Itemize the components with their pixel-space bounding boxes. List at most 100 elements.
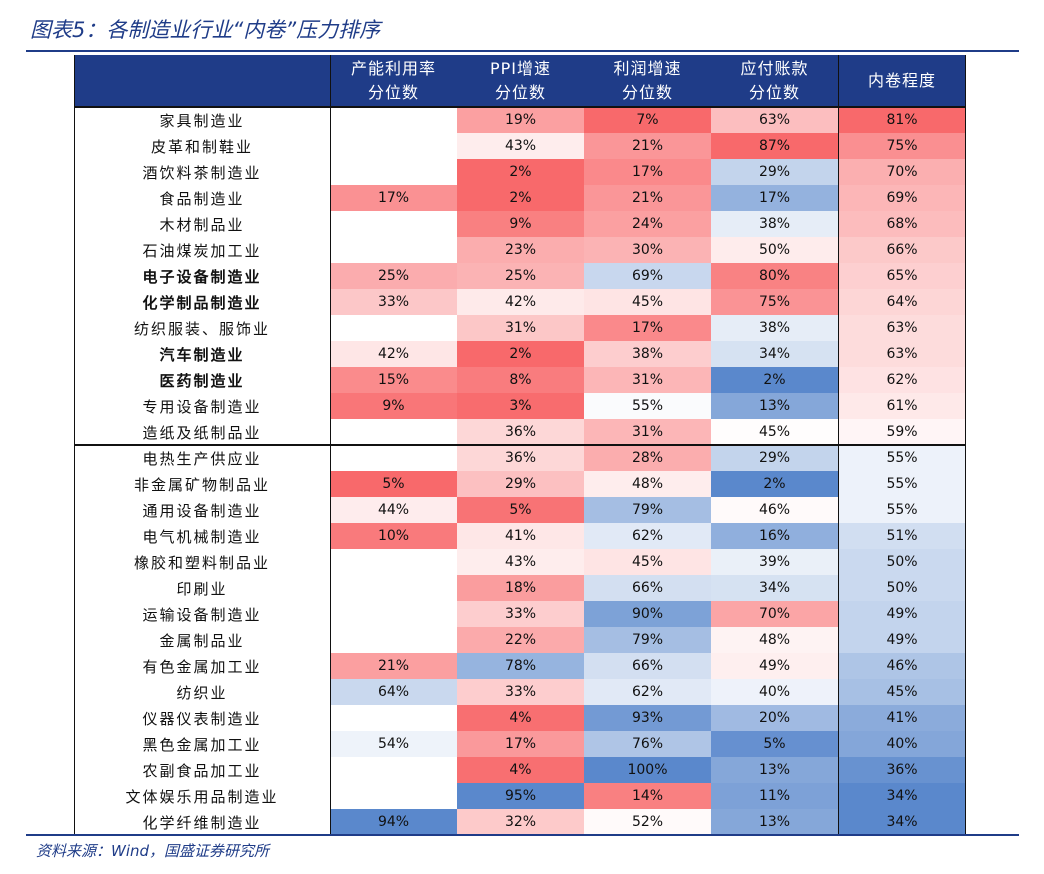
value-cell-profit: 31% xyxy=(584,367,711,393)
value-cell-ap: 80% xyxy=(711,263,838,289)
value-cell-ppi: 36% xyxy=(457,419,584,445)
industry-name: 电热生产供应业 xyxy=(142,449,262,468)
value-cell-ap: 11% xyxy=(711,783,838,809)
value-cell-ppi: 2% xyxy=(457,185,584,211)
value-cell-profit: 93% xyxy=(584,705,711,731)
value-cell-ppi: 2% xyxy=(457,341,584,367)
value-cell-inv: 55% xyxy=(838,445,966,471)
value-cell-ap: 46% xyxy=(711,497,838,523)
value-cell-cu xyxy=(330,627,457,653)
industry-name: 电气机械制造业 xyxy=(142,527,262,546)
industry-name: 非金属矿物制品业 xyxy=(133,475,270,494)
value-cell-inv: 59% xyxy=(838,419,966,445)
value-cell-cu xyxy=(330,783,457,809)
value-cell-ap: 16% xyxy=(711,523,838,549)
table-row: 医药制造业 15% 8% 31% 2% 62% xyxy=(74,367,966,393)
table-row: 电气机械制造业 10% 41% 62% 16% 51% xyxy=(74,523,966,549)
value-cell-ppi: 31% xyxy=(457,315,584,341)
industry-name: 木材制品业 xyxy=(159,215,245,234)
value-cell-ppi: 95% xyxy=(457,783,584,809)
industry-name: 纺织业 xyxy=(176,683,228,702)
value-cell-cu xyxy=(330,211,457,237)
value-cell-ppi: 33% xyxy=(457,679,584,705)
value-cell-profit: 66% xyxy=(584,653,711,679)
value-cell-inv: 50% xyxy=(838,575,966,601)
value-cell-cu xyxy=(330,107,457,133)
value-cell-cu xyxy=(330,159,457,185)
value-cell-inv: 64% xyxy=(838,289,966,315)
value-cell-ap: 17% xyxy=(711,185,838,211)
value-cell-ppi: 32% xyxy=(457,809,584,835)
header-cell-2: PPI增速 分位数 xyxy=(457,55,584,107)
value-cell-cu xyxy=(330,237,457,263)
value-cell-ppi: 33% xyxy=(457,601,584,627)
header-cell-3: 利润增速 分位数 xyxy=(584,55,711,107)
value-cell-inv: 69% xyxy=(838,185,966,211)
value-cell-ap: 50% xyxy=(711,237,838,263)
value-cell-ppi: 43% xyxy=(457,133,584,159)
table-row: 家具制造业 19% 7% 63% 81% xyxy=(74,107,966,133)
value-cell-cu xyxy=(330,601,457,627)
value-cell-profit: 31% xyxy=(584,419,711,445)
value-cell-profit: 66% xyxy=(584,575,711,601)
value-cell-inv: 40% xyxy=(838,731,966,757)
value-cell-inv: 70% xyxy=(838,159,966,185)
value-cell-profit: 38% xyxy=(584,341,711,367)
industry-name: 农副食品加工业 xyxy=(142,761,262,780)
header-cell-1: 产能利用率 分位数 xyxy=(330,55,457,107)
value-cell-ap: 2% xyxy=(711,471,838,497)
industry-name: 家具制造业 xyxy=(159,111,245,130)
value-cell-ap: 49% xyxy=(711,653,838,679)
value-cell-profit: 21% xyxy=(584,133,711,159)
value-cell-ap: 87% xyxy=(711,133,838,159)
industry-name: 专用设备制造业 xyxy=(142,397,262,416)
value-cell-inv: 61% xyxy=(838,393,966,419)
value-cell-inv: 63% xyxy=(838,341,966,367)
industry-name: 仪器仪表制造业 xyxy=(142,709,262,728)
table-row: 造纸及纸制品业 36% 31% 45% 59% xyxy=(74,419,966,445)
value-cell-ap: 48% xyxy=(711,627,838,653)
value-cell-ppi: 42% xyxy=(457,289,584,315)
value-cell-ppi: 8% xyxy=(457,367,584,393)
value-cell-ap: 45% xyxy=(711,419,838,445)
value-cell-inv: 34% xyxy=(838,809,966,835)
value-cell-ppi: 78% xyxy=(457,653,584,679)
value-cell-ap: 39% xyxy=(711,549,838,575)
value-cell-profit: 69% xyxy=(584,263,711,289)
table-row: 金属制品业 22% 79% 48% 49% xyxy=(74,627,966,653)
table-row: 通用设备制造业 44% 5% 79% 46% 55% xyxy=(74,497,966,523)
industry-name: 橡胶和塑料制品业 xyxy=(133,553,270,572)
value-cell-inv: 36% xyxy=(838,757,966,783)
industry-name: 医药制造业 xyxy=(159,371,245,390)
industry-name: 皮革和制鞋业 xyxy=(150,137,253,156)
value-cell-profit: 28% xyxy=(584,445,711,471)
value-cell-inv: 55% xyxy=(838,497,966,523)
value-cell-cu xyxy=(330,705,457,731)
header-line2: 分位数 xyxy=(621,83,673,102)
value-cell-ap: 38% xyxy=(711,315,838,341)
industry-name: 文体娱乐用品制造业 xyxy=(125,787,279,806)
value-cell-ap: 29% xyxy=(711,159,838,185)
value-cell-cu: 5% xyxy=(330,471,457,497)
value-cell-inv: 46% xyxy=(838,653,966,679)
value-cell-ap: 5% xyxy=(711,731,838,757)
value-cell-inv: 65% xyxy=(838,263,966,289)
header-line2: 分位数 xyxy=(367,83,419,102)
value-cell-cu: 17% xyxy=(330,185,457,211)
value-cell-ppi: 18% xyxy=(457,575,584,601)
value-cell-profit: 21% xyxy=(584,185,711,211)
value-cell-inv: 68% xyxy=(838,211,966,237)
header-line1: 应付账款 xyxy=(740,59,809,78)
value-cell-ap: 38% xyxy=(711,211,838,237)
value-cell-ap: 40% xyxy=(711,679,838,705)
value-cell-ppi: 41% xyxy=(457,523,584,549)
industry-name: 酒饮料茶制造业 xyxy=(142,163,262,182)
value-cell-profit: 62% xyxy=(584,679,711,705)
value-cell-ppi: 9% xyxy=(457,211,584,237)
table-row: 纺织业 64% 33% 62% 40% 45% xyxy=(74,679,966,705)
industry-name: 金属制品业 xyxy=(159,631,245,650)
table-row: 电子设备制造业 25% 25% 69% 80% 65% xyxy=(74,263,966,289)
table-row: 印刷业 18% 66% 34% 50% xyxy=(74,575,966,601)
table-row: 化学制品制造业 33% 42% 45% 75% 64% xyxy=(74,289,966,315)
value-cell-ap: 75% xyxy=(711,289,838,315)
